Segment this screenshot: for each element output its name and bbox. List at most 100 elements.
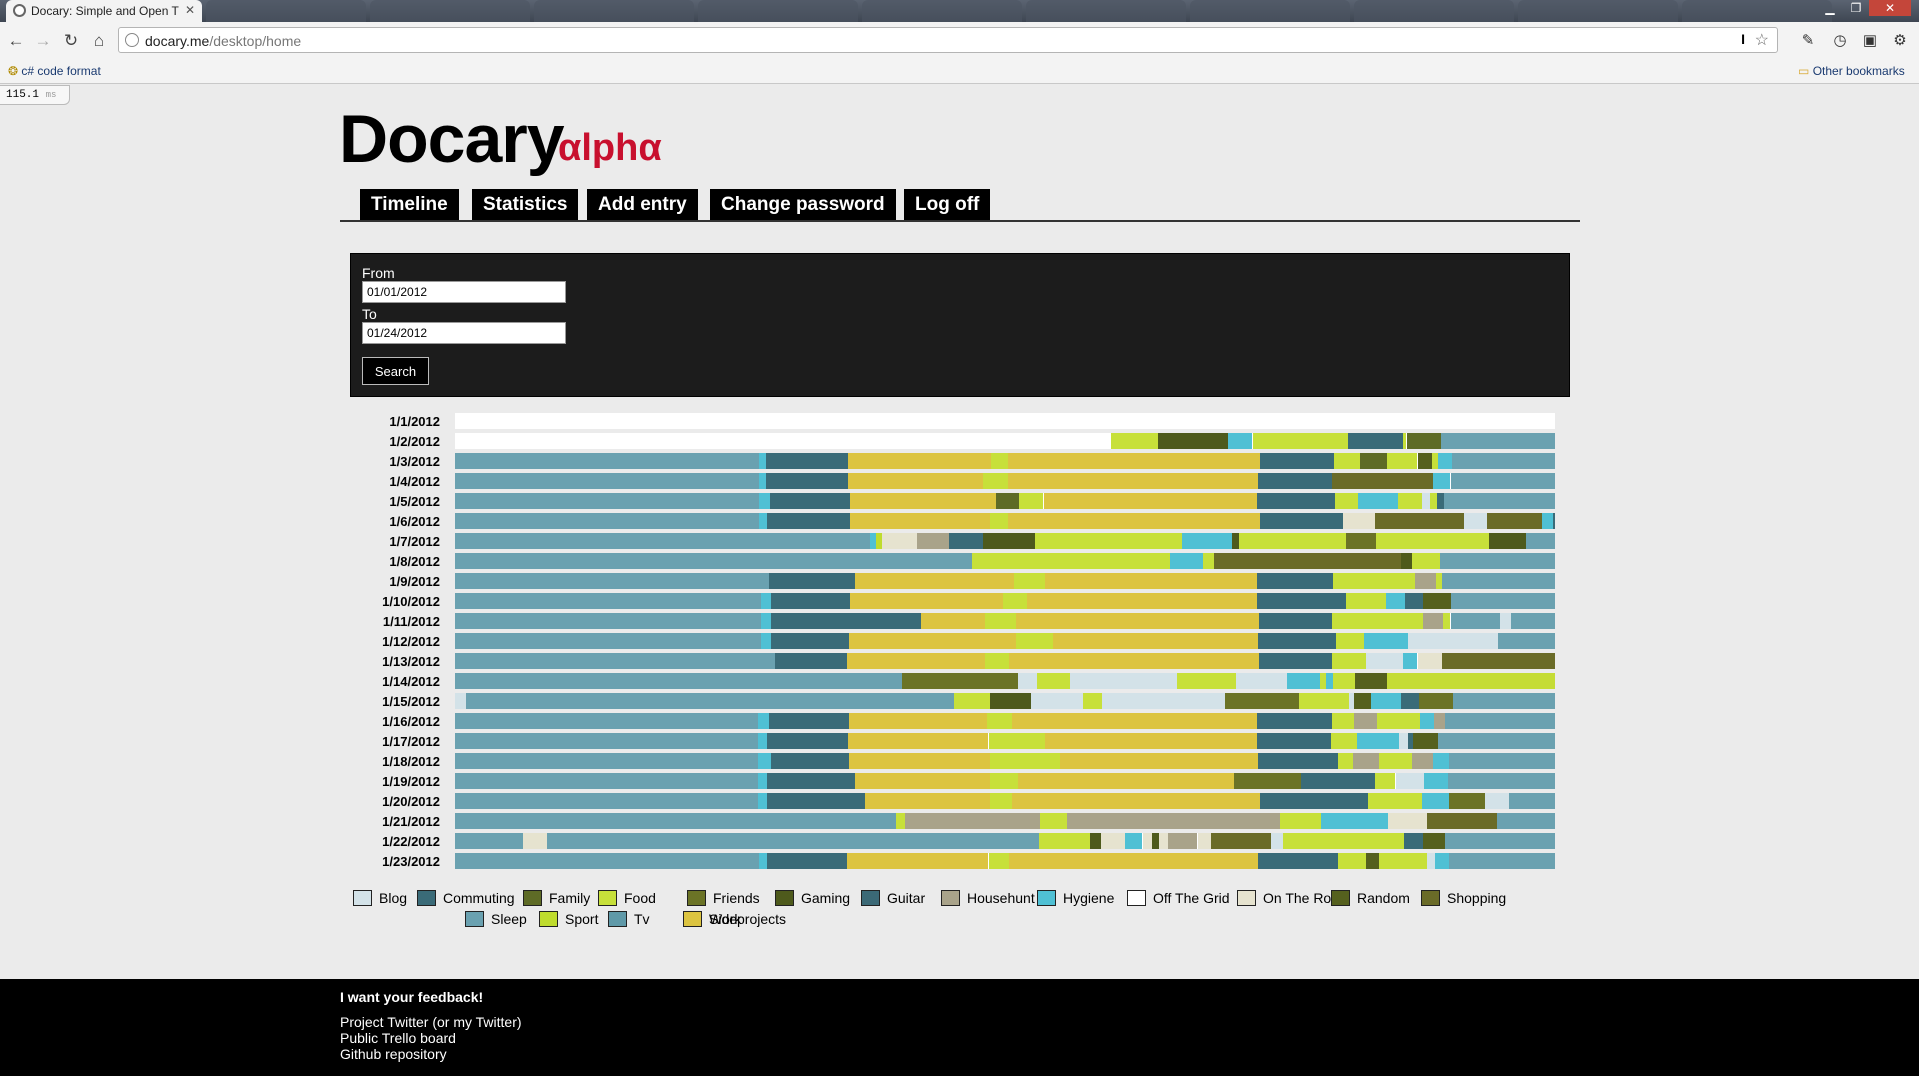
activity-segment[interactable]: [1236, 673, 1287, 689]
activity-segment[interactable]: [1152, 833, 1159, 849]
activity-segment[interactable]: [1210, 833, 1272, 849]
reload-icon[interactable]: ↻: [63, 31, 79, 50]
activity-segment[interactable]: [988, 733, 1045, 749]
minimize-icon[interactable]: ▁: [1825, 1, 1835, 15]
activity-segment[interactable]: [758, 493, 770, 509]
activity-segment[interactable]: [455, 553, 972, 569]
activity-segment[interactable]: [1228, 433, 1253, 449]
activity-segment[interactable]: [768, 573, 856, 589]
activity-segment[interactable]: [1256, 593, 1346, 609]
activity-segment[interactable]: [1407, 633, 1498, 649]
browser-tab[interactable]: [1026, 0, 1186, 22]
activity-segment[interactable]: [989, 693, 1032, 709]
activity-segment[interactable]: [1352, 753, 1379, 769]
activity-segment[interactable]: [455, 493, 759, 509]
activity-segment[interactable]: [1354, 673, 1387, 689]
activity-segment[interactable]: [455, 453, 759, 469]
activity-segment[interactable]: [1442, 613, 1451, 629]
activity-segment[interactable]: [1283, 833, 1405, 849]
activity-segment[interactable]: [1349, 693, 1354, 709]
activity-segment[interactable]: [983, 473, 1009, 489]
activity-segment[interactable]: [455, 413, 1555, 429]
activity-segment[interactable]: [1214, 553, 1401, 569]
activity-segment[interactable]: [1002, 593, 1027, 609]
other-bookmarks[interactable]: ▭ Other bookmarks: [1798, 64, 1905, 78]
activity-segment[interactable]: [987, 713, 1012, 729]
activity-segment[interactable]: [1450, 593, 1555, 609]
activity-segment[interactable]: [1432, 473, 1451, 489]
activity-segment[interactable]: [1300, 773, 1375, 789]
activity-segment[interactable]: [1374, 773, 1396, 789]
activity-segment[interactable]: [1440, 433, 1555, 449]
activity-segment[interactable]: [1401, 693, 1419, 709]
activity-segment[interactable]: [1044, 573, 1257, 589]
forward-icon[interactable]: →: [34, 31, 52, 50]
extension-book-icon[interactable]: ▣: [1862, 32, 1878, 49]
activity-segment[interactable]: [1424, 773, 1449, 789]
activity-segment[interactable]: [1286, 673, 1320, 689]
activity-segment[interactable]: [1066, 813, 1280, 829]
activity-segment[interactable]: [455, 853, 759, 869]
activity-segment[interactable]: [1330, 733, 1357, 749]
activity-segment[interactable]: [869, 533, 877, 549]
activity-segment[interactable]: [760, 613, 771, 629]
activity-segment[interactable]: [1346, 593, 1386, 609]
activity-segment[interactable]: [1412, 553, 1440, 569]
activity-segment[interactable]: [1069, 673, 1177, 689]
reader-icon[interactable]: I: [1741, 31, 1745, 47]
bookmark-item[interactable]: ❂ c# code format: [8, 64, 101, 78]
activity-segment[interactable]: [1429, 493, 1438, 509]
activity-segment[interactable]: [1018, 673, 1037, 689]
activity-segment[interactable]: [455, 513, 759, 529]
activity-segment[interactable]: [1405, 593, 1423, 609]
trello-link[interactable]: Public Trello board: [340, 1030, 456, 1046]
nav-log-off[interactable]: Log off: [904, 189, 991, 220]
activity-segment[interactable]: [1443, 493, 1555, 509]
activity-segment[interactable]: [766, 453, 848, 469]
activity-segment[interactable]: [768, 713, 849, 729]
activity-segment[interactable]: [758, 473, 767, 489]
activity-segment[interactable]: [455, 673, 902, 689]
activity-segment[interactable]: [989, 753, 1060, 769]
activity-segment[interactable]: [1346, 533, 1376, 549]
activity-segment[interactable]: [1526, 533, 1555, 549]
activity-segment[interactable]: [1407, 733, 1414, 749]
activity-segment[interactable]: [455, 593, 761, 609]
activity-segment[interactable]: [1417, 453, 1432, 469]
site-logo[interactable]: Docary: [339, 101, 565, 177]
activity-segment[interactable]: [1036, 673, 1070, 689]
activity-segment[interactable]: [954, 693, 990, 709]
activity-segment[interactable]: [1018, 773, 1234, 789]
activity-segment[interactable]: [847, 733, 989, 749]
activity-segment[interactable]: [1376, 713, 1420, 729]
activity-segment[interactable]: [1427, 813, 1497, 829]
activity-segment[interactable]: [1013, 573, 1045, 589]
activity-segment[interactable]: [1259, 653, 1332, 669]
activity-segment[interactable]: [1386, 673, 1555, 689]
activity-segment[interactable]: [1124, 833, 1143, 849]
activity-segment[interactable]: [1259, 613, 1332, 629]
activity-segment[interactable]: [1417, 653, 1442, 669]
browser-tab[interactable]: [1354, 0, 1514, 22]
browser-tab[interactable]: [1190, 0, 1350, 22]
activity-segment[interactable]: [1427, 853, 1436, 869]
activity-segment[interactable]: [1412, 753, 1433, 769]
activity-segment[interactable]: [1368, 793, 1422, 809]
activity-segment[interactable]: [1450, 613, 1500, 629]
browser-tab[interactable]: [206, 0, 366, 22]
activity-segment[interactable]: [1034, 533, 1183, 549]
activity-segment[interactable]: [1258, 633, 1337, 649]
activity-segment[interactable]: [1167, 833, 1198, 849]
activity-segment[interactable]: [455, 533, 870, 549]
home-icon[interactable]: ⌂: [93, 31, 105, 50]
activity-segment[interactable]: [758, 453, 767, 469]
activity-segment[interactable]: [1375, 533, 1489, 549]
activity-segment[interactable]: [1016, 633, 1054, 649]
activity-segment[interactable]: [1445, 713, 1555, 729]
activity-segment[interactable]: [1449, 853, 1555, 869]
activity-segment[interactable]: [757, 753, 771, 769]
browser-tab[interactable]: [1518, 0, 1678, 22]
activity-segment[interactable]: [455, 613, 761, 629]
activity-segment[interactable]: [948, 533, 983, 549]
activity-segment[interactable]: [1441, 573, 1555, 589]
